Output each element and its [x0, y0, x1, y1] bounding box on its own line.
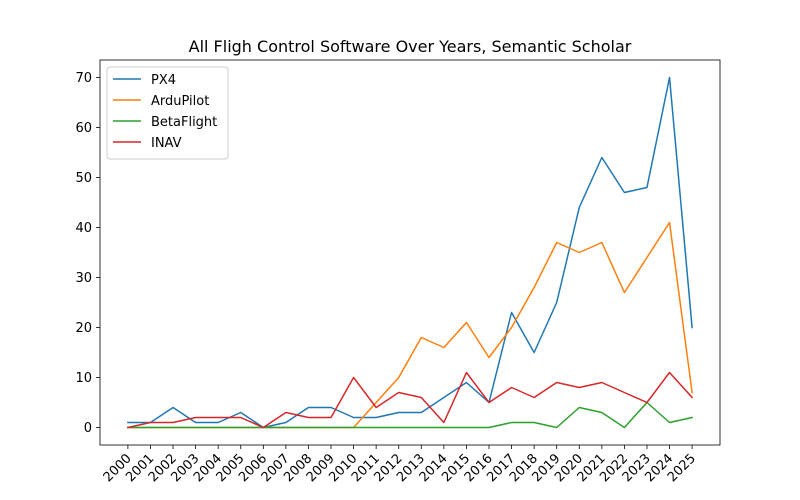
- y-tick-label: 0: [84, 421, 92, 436]
- y-tick-label: 20: [75, 321, 92, 336]
- series-line-betaflight: [127, 401, 693, 429]
- y-tick-label: 60: [75, 121, 92, 136]
- legend: PX4 ArduPilot BetaFlight INAV: [106, 66, 229, 160]
- y-tick-label: 30: [75, 271, 92, 286]
- y-tick-label: 40: [75, 221, 92, 236]
- legend-label-px4: PX4: [151, 73, 176, 88]
- legend-label-ardupilot: ArduPilot: [151, 94, 209, 109]
- plot-frame: [99, 59, 721, 446]
- y-tick-label: 10: [75, 371, 92, 386]
- legend-box: [106, 66, 229, 160]
- legend-label-betaflight: BetaFlight: [151, 115, 217, 130]
- legend-label-inav: INAV: [151, 136, 182, 151]
- series-line-px4: [127, 76, 693, 429]
- y-tick-label: 50: [75, 171, 92, 186]
- chart-title: All Fligh Control Software Over Years, S…: [189, 37, 632, 56]
- series-line-inav: [127, 371, 694, 429]
- series-lines: [127, 76, 694, 429]
- y-tick-label: 70: [75, 71, 92, 86]
